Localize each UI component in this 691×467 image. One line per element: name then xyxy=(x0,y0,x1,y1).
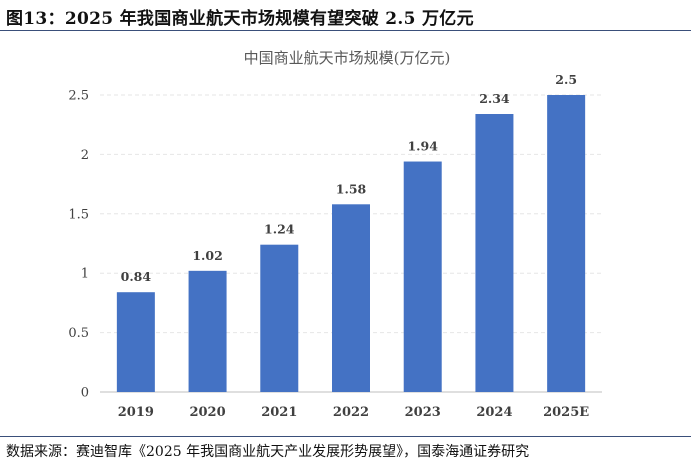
bottom-rule xyxy=(0,436,691,437)
bar-2020 xyxy=(188,270,227,392)
bar-2022 xyxy=(332,204,370,392)
bar-2023 xyxy=(403,161,442,392)
source-note: 数据来源：赛迪智库《2025 年我国商业航天产业发展形势展望》，国泰海通证券研究 xyxy=(6,444,530,460)
chart-title: 中国商业航天市场规模(万亿元) xyxy=(244,49,451,67)
x-axis-ticks: 2019 2020 2021 2022 2023 2024 2025E xyxy=(118,405,590,420)
y-tick-label: 0.5 xyxy=(68,326,89,341)
x-tick-label-2021: 2021 xyxy=(261,405,297,420)
y-tick-label: 2.5 xyxy=(68,89,89,104)
x-tick-label-2025E: 2025E xyxy=(543,405,589,420)
x-tick-label-2020: 2020 xyxy=(189,405,225,420)
bar-layer xyxy=(116,95,586,393)
top-rule xyxy=(0,30,691,31)
y-axis-ticks: 0 0.5 1 1.5 2 2.5 xyxy=(68,89,89,401)
data-label-2025E: 2.5 xyxy=(555,72,577,87)
y-tick-label: 1 xyxy=(81,267,89,282)
bar-2024 xyxy=(475,114,514,393)
data-label-2024: 2.34 xyxy=(479,91,510,106)
x-tick-label-2023: 2023 xyxy=(405,405,441,420)
data-label-2022: 1.58 xyxy=(336,181,367,196)
bar-2019 xyxy=(116,292,155,392)
x-tick-label-2024: 2024 xyxy=(476,405,512,420)
figure-title: 图13：2025 年我国商业航天市场规模有望突破 2.5 万亿元 xyxy=(6,9,474,29)
bar-2021 xyxy=(260,244,299,392)
x-tick-label-2022: 2022 xyxy=(333,405,369,420)
bar-chart: 中国商业航天市场规模(万亿元) 0.84 1.02 1.24 1.58 1.94 2.34… xyxy=(68,49,602,420)
data-label-2023: 1.94 xyxy=(407,139,438,154)
x-tick-label-2019: 2019 xyxy=(118,405,154,420)
data-label-2020: 1.02 xyxy=(192,248,222,263)
bar-2025E xyxy=(547,95,586,392)
y-tick-label: 2 xyxy=(81,148,89,163)
data-label-2019: 0.84 xyxy=(121,269,152,284)
data-label-2021: 1.24 xyxy=(264,222,295,237)
data-label-layer: 0.84 1.02 1.24 1.58 1.94 2.34 2.5 xyxy=(121,72,577,284)
y-tick-label: 0 xyxy=(81,386,89,401)
y-tick-label: 1.5 xyxy=(68,207,89,222)
